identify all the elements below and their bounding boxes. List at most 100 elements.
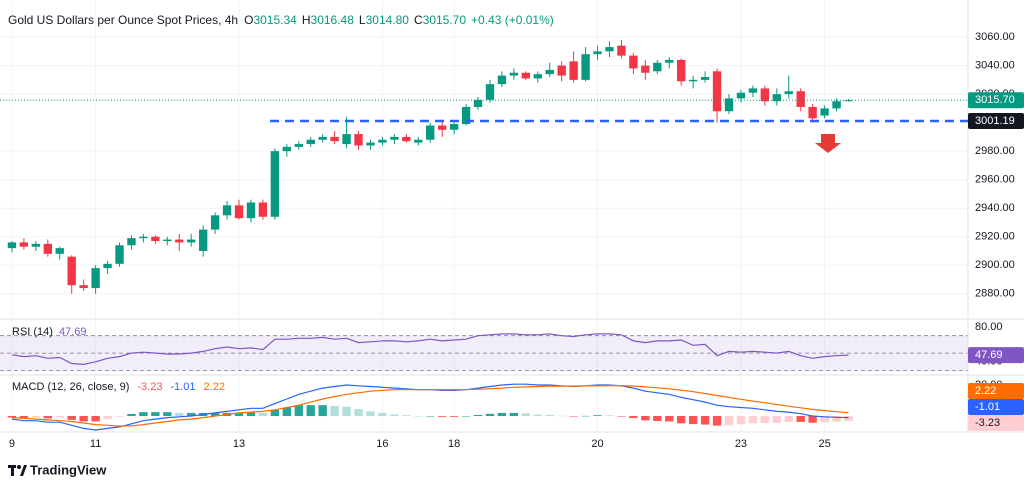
macd-histogram-bar xyxy=(163,412,172,417)
macd-histogram-bar xyxy=(31,416,41,418)
candle-body xyxy=(581,54,590,80)
candle-body xyxy=(366,142,375,146)
candle-body xyxy=(426,125,435,140)
candle-body xyxy=(700,77,710,80)
price-label-box xyxy=(968,92,1024,109)
macd-histogram-bar xyxy=(330,405,339,417)
candle-body xyxy=(151,236,160,241)
candle-body xyxy=(79,285,88,289)
macd-histogram-bar xyxy=(246,412,256,417)
macd-histogram-bar xyxy=(784,416,793,422)
macd-histogram-bar xyxy=(820,416,829,423)
histogram-axis-label-box xyxy=(968,415,1024,431)
candle-body xyxy=(533,74,542,79)
candle-body xyxy=(712,71,722,112)
macd-histogram-bar xyxy=(593,415,602,417)
macd-histogram-bar xyxy=(736,416,746,425)
macd-histogram-bar xyxy=(115,416,124,417)
x-tick-label: 16 xyxy=(376,438,388,450)
candle-body xyxy=(222,205,232,216)
candle-body xyxy=(736,92,746,99)
candle-body xyxy=(67,256,76,286)
signal-axis-label: 2.22 xyxy=(975,385,996,397)
macd-histogram-bar xyxy=(521,413,531,417)
rsi-tick-label: 80.00 xyxy=(975,321,1003,333)
candle-body xyxy=(437,125,447,130)
x-tick-label: 11 xyxy=(90,438,101,450)
macd-histogram-bar xyxy=(605,415,614,417)
macd-histogram-bar xyxy=(832,416,841,422)
y-tick-label: 2940.00 xyxy=(975,202,1015,214)
candle-body xyxy=(665,59,674,63)
candle-body xyxy=(163,239,172,241)
candle-body xyxy=(509,72,519,76)
candle-body xyxy=(760,88,770,102)
x-tick-label: 23 xyxy=(735,438,747,450)
macd-histogram-bar xyxy=(653,416,662,421)
close-value: 3015.70 xyxy=(423,13,467,27)
macd-histogram-bar xyxy=(461,416,471,417)
candle-body xyxy=(342,134,351,145)
macd-histogram-bar xyxy=(509,412,519,417)
macd-title: MACD (12, 26, close, 9) xyxy=(12,381,129,393)
macd-histogram-bar xyxy=(545,414,554,417)
macd-histogram-bar xyxy=(378,412,387,417)
candle-body xyxy=(521,72,531,79)
y-tick-label: 2980.00 xyxy=(975,145,1015,157)
macd-histogram-bar xyxy=(844,416,853,422)
chart-title: Gold US Dollars per Ounce Spot Prices, 4… xyxy=(8,13,238,27)
macd-histogram-bar xyxy=(748,416,758,424)
candle-body xyxy=(127,238,136,246)
low-label: L xyxy=(359,13,366,27)
candle-body xyxy=(7,242,17,249)
candle-body xyxy=(282,146,291,152)
candle-body xyxy=(820,108,829,116)
macd-histogram-bar xyxy=(485,413,495,417)
candle-body xyxy=(378,139,387,143)
candle-body xyxy=(103,263,112,269)
high-value: 3016.48 xyxy=(311,13,355,27)
x-tick-label: 25 xyxy=(818,438,830,450)
rsi-title: RSI (14) xyxy=(12,326,53,338)
candle-body xyxy=(330,136,339,142)
macd-histogram-bar xyxy=(629,416,638,419)
candle-body xyxy=(784,91,793,95)
macd-histogram-bar xyxy=(796,416,805,422)
macd-histogram-bar xyxy=(79,416,88,422)
macd-histogram-bar xyxy=(43,416,52,419)
rsi-legend: RSI (14) 47.69 xyxy=(12,326,87,338)
macd-histogram-bar xyxy=(139,412,148,417)
candle-body xyxy=(605,47,614,52)
macd-histogram-bar xyxy=(342,406,351,417)
rsi-value: 47.69 xyxy=(59,326,87,338)
macd-histogram-bar xyxy=(641,416,650,421)
macd-histogram-bar xyxy=(210,412,220,417)
candle-body xyxy=(210,215,220,230)
macd-histogram-bar xyxy=(688,416,698,425)
brand: TradingView xyxy=(30,462,107,477)
candle-body xyxy=(497,75,507,85)
candle-body xyxy=(772,94,781,102)
close-label: C xyxy=(414,13,423,27)
macd-histogram-bar xyxy=(19,416,29,419)
candle-body xyxy=(461,106,471,125)
macd-histogram-bar xyxy=(772,416,781,423)
candle-body xyxy=(354,134,363,146)
histogram-axis-label: -3.23 xyxy=(975,417,1000,429)
y-tick-label: 3060.00 xyxy=(975,31,1015,43)
macd-histogram-bar xyxy=(294,405,303,417)
chart-header: Gold US Dollars per Ounce Spot Prices, 4… xyxy=(8,13,554,27)
high-label: H xyxy=(302,13,311,27)
candle-body xyxy=(724,98,734,112)
candle-body xyxy=(175,239,184,243)
rsi-axis-label-box xyxy=(968,347,1024,364)
candle-body xyxy=(31,243,41,247)
signal-value: 2.22 xyxy=(204,381,225,393)
candle-body xyxy=(748,88,758,93)
candle-body xyxy=(246,202,256,219)
macd-value: -1.01 xyxy=(170,381,195,393)
histogram-value: -3.23 xyxy=(137,381,162,393)
y-tick-label: 3040.00 xyxy=(975,60,1015,72)
macd-histogram-bar xyxy=(808,416,817,423)
